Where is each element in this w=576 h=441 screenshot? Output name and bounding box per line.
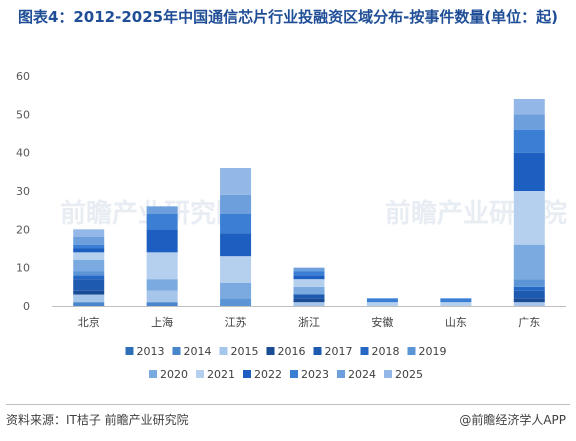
bar-segment (220, 283, 252, 299)
legend-label: 2022 (254, 368, 282, 381)
legend-swatch (219, 347, 228, 355)
bar-segment (293, 286, 325, 295)
legend-swatch (290, 370, 298, 378)
bar-segment (146, 252, 178, 280)
legend-label: 2016 (278, 345, 306, 358)
bar-segment (513, 302, 545, 306)
bar-segment (220, 168, 252, 195)
legend-swatch (313, 347, 322, 355)
bar-segment (513, 99, 545, 115)
y-tick-label: 50 (16, 108, 30, 121)
legend-swatch (266, 347, 275, 355)
bar-segment (293, 267, 325, 272)
bar-segment (366, 298, 398, 303)
legend-swatch (125, 347, 134, 355)
chart-title: 图表4：2012-2025年中国通信芯片行业投融资区域分布-按事件数量(单位：起… (17, 8, 559, 26)
legend-label: 2013 (137, 345, 165, 358)
bar-segment (73, 302, 105, 306)
legend-label: 2021 (207, 368, 235, 381)
bar-segment (293, 275, 325, 280)
bar-segment (366, 302, 398, 306)
bar-segment (73, 260, 105, 272)
bar-segment (73, 275, 105, 280)
bar-segment (220, 298, 252, 306)
y-tick-label: 40 (16, 147, 30, 160)
legend-label: 2025 (395, 368, 423, 381)
bar-segment (513, 191, 545, 245)
legend-label: 2019 (419, 345, 447, 358)
bar-segment (513, 286, 545, 291)
x-category-label: 山东 (445, 316, 467, 329)
y-tick-label: 20 (16, 223, 30, 236)
legend-swatch (337, 370, 345, 378)
legend-label: 2015 (231, 345, 259, 358)
bar-segment (220, 194, 252, 214)
bar-segment (146, 302, 178, 306)
bar-segment (73, 244, 105, 249)
legend-label: 2014 (184, 345, 212, 358)
bar-segment (513, 152, 545, 191)
bar-segment (146, 214, 178, 230)
bar-segment (220, 256, 252, 283)
y-tick-label: 30 (16, 185, 30, 198)
x-category-label: 上海 (151, 315, 173, 329)
bar-segment (513, 114, 545, 130)
bar-segment (73, 271, 105, 276)
bar-segment (293, 302, 325, 306)
bar-segment (73, 252, 105, 260)
x-category-label: 浙江 (298, 316, 320, 329)
bar-segment (513, 244, 545, 280)
y-tick-label: 0 (23, 300, 30, 313)
legend-swatch (149, 370, 157, 378)
brand-credit: @前瞻经济学人APP (459, 413, 566, 427)
bar-segment (513, 129, 545, 153)
x-category-label: 广东 (518, 316, 540, 329)
legend-swatch (172, 347, 181, 355)
legend-label: 2017 (325, 345, 353, 358)
bar-segment (73, 248, 105, 253)
legend-label: 2020 (160, 368, 188, 381)
legend-swatch (243, 370, 251, 378)
bars-layer (73, 99, 545, 306)
bar-segment (73, 237, 105, 245)
bar-segment (146, 229, 178, 253)
x-category-label: 北京 (78, 315, 100, 329)
bar-segment (73, 229, 105, 237)
bar-segment (293, 294, 325, 299)
bar-segment (73, 290, 105, 295)
bar-segment (73, 294, 105, 303)
stacked-bar-chart: 前瞻产业研究院前瞻产业研究院 0 10 20 30 40 50 60 北京 上海 江苏 浙江 安徽 山… (16, 70, 567, 381)
legend-swatch (196, 370, 204, 378)
y-axis: 0 10 20 30 40 50 60 (16, 70, 30, 313)
x-category-label: 安徽 (371, 315, 393, 329)
bar-segment (220, 214, 252, 234)
source-note: 资料来源：IT桔子 前瞻产业研究院 (6, 413, 189, 427)
bar-segment (146, 206, 178, 214)
legend: 2013 2014 2015 2016 2017 2018 2019 2020 2021 2022… (125, 345, 447, 381)
y-tick-label: 10 (16, 262, 30, 275)
legend-swatch (407, 347, 416, 355)
bar-segment (440, 302, 472, 306)
bar-segment (293, 271, 325, 276)
bar-segment (293, 279, 325, 287)
bar-segment (513, 279, 545, 287)
legend-label: 2024 (348, 368, 376, 381)
y-tick-label: 60 (16, 70, 30, 83)
x-category-label: 江苏 (225, 316, 247, 329)
bar-segment (146, 279, 178, 291)
legend-swatch (360, 347, 369, 355)
bar-segment (146, 290, 178, 303)
footer-divider (6, 404, 570, 405)
bar-segment (293, 298, 325, 303)
bar-segment (220, 233, 252, 257)
legend-label: 2018 (372, 345, 400, 358)
x-axis: 北京 上海 江苏 浙江 安徽 山东 广东 (52, 306, 566, 329)
bar-segment (513, 298, 545, 303)
legend-swatch (384, 370, 392, 378)
watermark-layer: 前瞻产业研究院前瞻产业研究院 (60, 198, 567, 229)
bar-segment (73, 279, 105, 291)
bar-segment (440, 298, 472, 303)
legend-label: 2023 (301, 368, 329, 381)
bar-segment (513, 290, 545, 299)
